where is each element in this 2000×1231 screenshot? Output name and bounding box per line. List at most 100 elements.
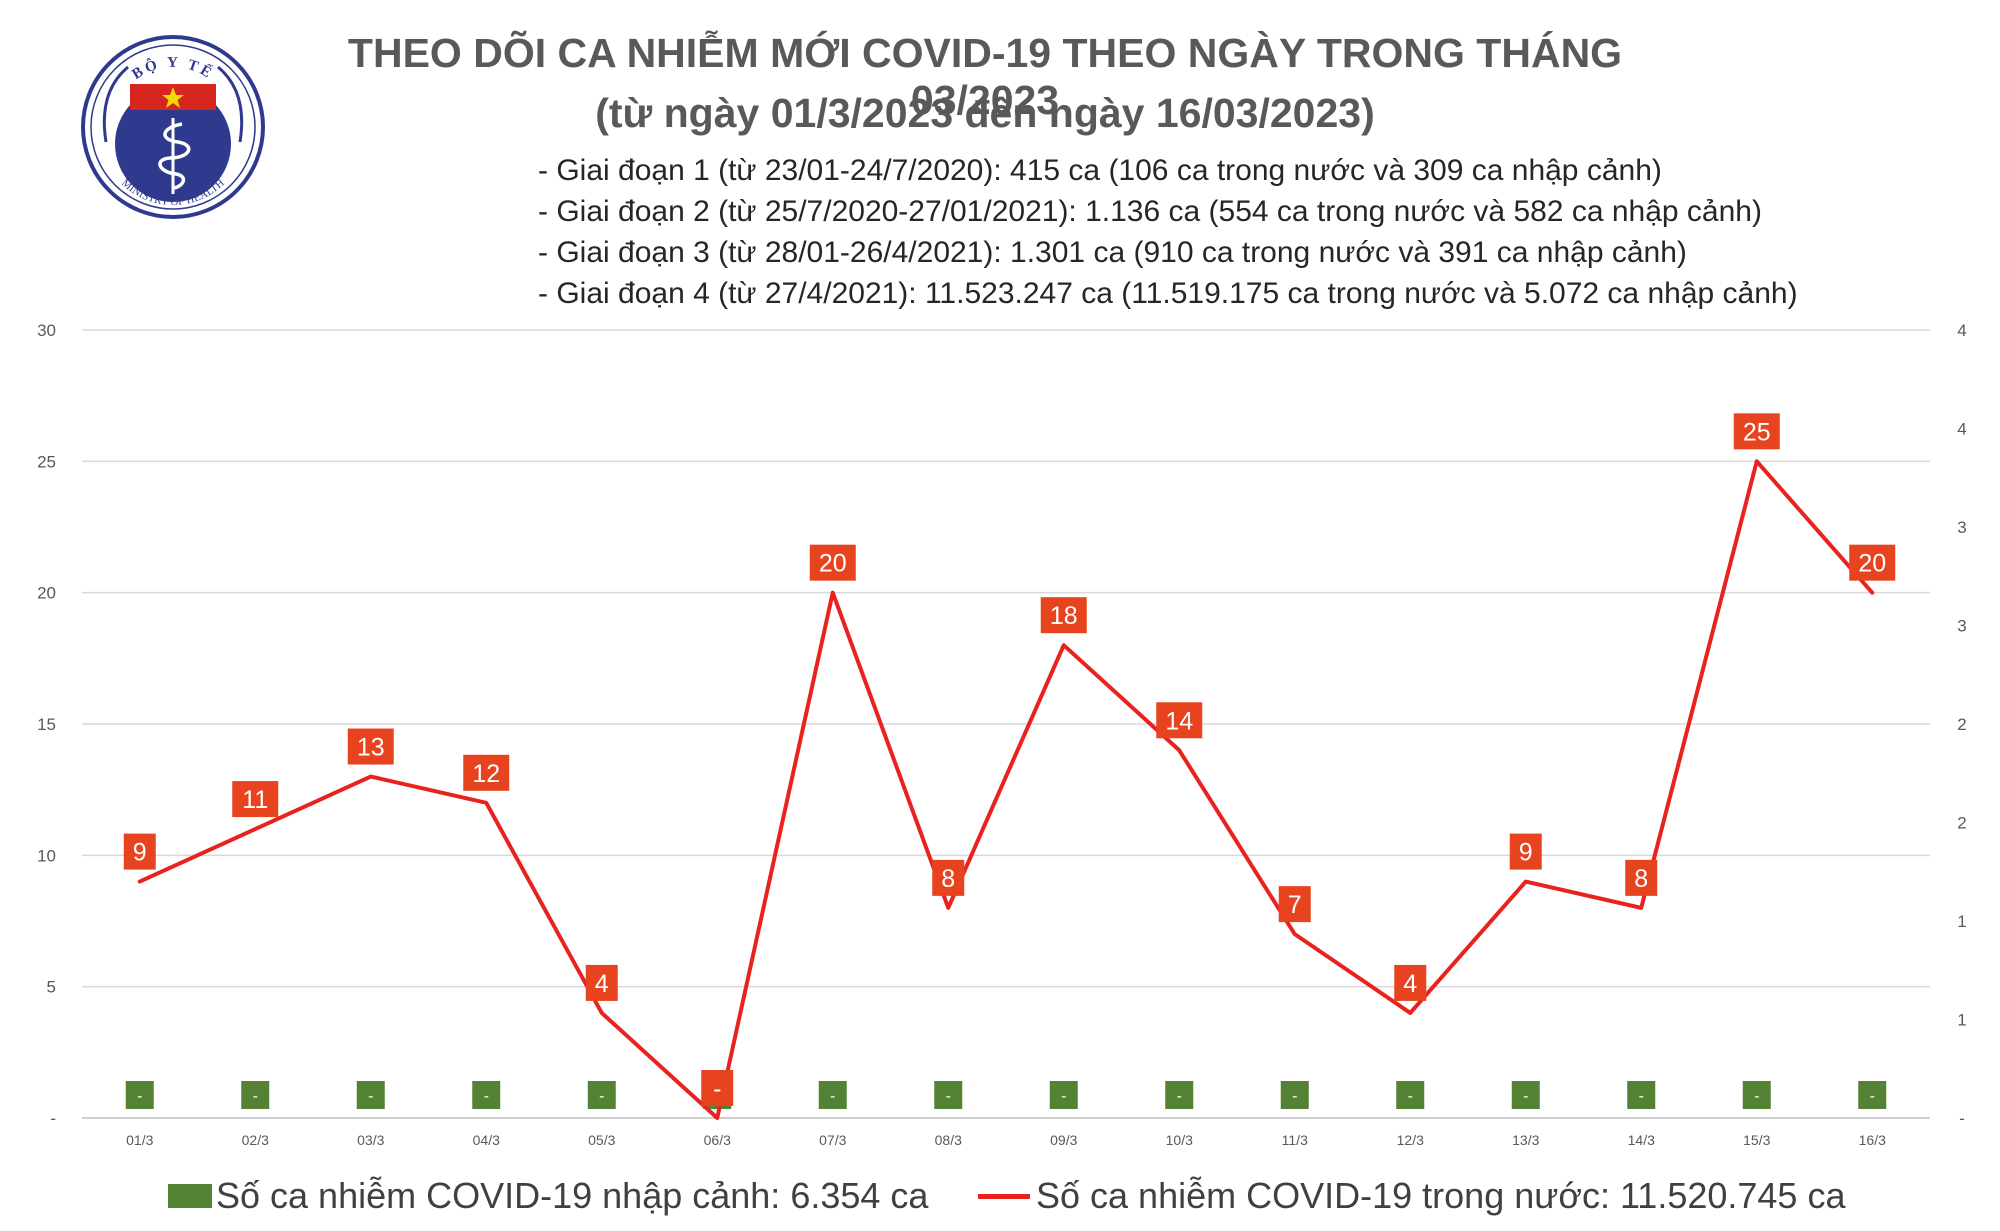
phase-summary-item: - Giai đoạn 2 (từ 25/7/2020-27/01/2021):… <box>538 195 1762 228</box>
x-tick-label: 05/3 <box>588 1132 615 1148</box>
phase-summary-item: - Giai đoạn 1 (từ 23/01-24/7/2020): 415 … <box>538 154 1662 187</box>
imported-marker <box>587 1081 616 1109</box>
legend-imported-swatch <box>168 1184 212 1208</box>
imported-data-label: - <box>484 1088 489 1105</box>
domestic-data-label: 8 <box>941 865 955 893</box>
imported-data-label: - <box>368 1088 373 1105</box>
domestic-data-label: 13 <box>357 734 385 762</box>
x-tick-label: 01/3 <box>126 1132 153 1148</box>
domestic-label-box <box>463 754 510 791</box>
domestic-data-label: 4 <box>1403 970 1417 998</box>
x-tick-label: 07/3 <box>819 1132 846 1148</box>
imported-data-label: - <box>137 1088 142 1105</box>
imported-data-label: - <box>1639 1088 1644 1105</box>
imported-data-label: - <box>1408 1088 1413 1105</box>
imported-data-label: - <box>946 1088 951 1105</box>
imported-marker <box>1511 1081 1540 1109</box>
x-tick-label: 10/3 <box>1166 1132 1193 1148</box>
imported-marker <box>356 1081 385 1109</box>
y-tick-label-right: 1 <box>1957 912 1966 931</box>
domestic-data-label: 9 <box>1519 839 1533 867</box>
domestic-label-box <box>1733 413 1780 450</box>
x-tick-label: 11/3 <box>1282 1132 1308 1148</box>
domestic-data-label: 25 <box>1743 418 1771 446</box>
logo-serpent-icon <box>158 122 191 190</box>
legend-domestic-label: Số ca nhiễm COVID-19 trong nước: 11.520.… <box>1036 1175 1846 1216</box>
x-tick-label: 12/3 <box>1397 1132 1424 1148</box>
chart-subtitle: (từ ngày 01/3/2023 đến ngày 16/03/2023) <box>595 90 1375 136</box>
y-tick-label-right: 3 <box>1957 518 1966 537</box>
y-tick-label-left: 30 <box>37 321 56 340</box>
y-tick-label-left: 15 <box>37 715 56 734</box>
y-tick-label-right: 2 <box>1957 715 1966 734</box>
domestic-label-box <box>809 544 856 581</box>
imported-data-label: - <box>1754 1088 1759 1105</box>
imported-marker <box>1396 1081 1425 1109</box>
x-tick-label: 02/3 <box>242 1132 269 1148</box>
domestic-label-box <box>232 781 279 818</box>
x-tick-label: 03/3 <box>357 1132 384 1148</box>
y-tick-label-right: 3 <box>1957 617 1966 636</box>
domestic-label-box <box>1625 859 1658 896</box>
logo-laurel-left <box>102 65 129 143</box>
imported-marker <box>472 1081 501 1109</box>
ministry-of-health-logo: BỘ Y TẾ MINISTRY OF HEALTH <box>81 35 265 219</box>
imported-data-label: - <box>1523 1088 1528 1105</box>
domestic-data-label: 14 <box>1165 707 1193 735</box>
domestic-data-label: 11 <box>242 786 268 814</box>
domestic-label-box <box>1394 964 1427 1001</box>
domestic-data-label: 20 <box>1858 550 1886 578</box>
domestic-label-box <box>1156 702 1203 739</box>
domestic-label-box <box>123 833 156 870</box>
phase-summary-item: - Giai đoạn 3 (từ 28/01-26/4/2021): 1.30… <box>538 236 1687 269</box>
legend-domestic-swatch <box>978 1193 1030 1199</box>
domestic-label-box <box>1278 886 1311 923</box>
y-tick-label-left: - <box>50 1109 56 1128</box>
domestic-data-label: 9 <box>133 839 147 867</box>
imported-data-label: - <box>1061 1088 1066 1105</box>
domestic-data-label: - <box>713 1075 721 1103</box>
imported-data-label: - <box>253 1088 258 1105</box>
y-tick-label-left: 5 <box>47 978 56 997</box>
legend-imported-label: Số ca nhiễm COVID-19 nhập cảnh: 6.354 ca <box>216 1175 929 1216</box>
logo-star-icon <box>162 87 184 108</box>
x-tick-label: 14/3 <box>1628 1132 1655 1148</box>
y-tick-label-left: 20 <box>37 584 56 603</box>
imported-marker <box>125 1081 154 1109</box>
y-tick-label-right: 4 <box>1957 420 1966 439</box>
domestic-data-label: 18 <box>1050 602 1078 630</box>
domestic-data-label: 20 <box>819 550 847 578</box>
domestic-label-box <box>701 1070 734 1106</box>
domestic-data-label: 4 <box>595 970 609 998</box>
x-tick-label: 04/3 <box>473 1132 500 1148</box>
imported-data-label: - <box>1292 1088 1297 1105</box>
domestic-label-box <box>585 964 618 1001</box>
phase-summary-list: - Giai đoạn 1 (từ 23/01-24/7/2020): 415 … <box>538 150 1798 314</box>
x-tick-label: 15/3 <box>1743 1132 1770 1148</box>
y-tick-label-left: 25 <box>37 452 56 471</box>
domestic-series-line <box>137 459 1875 1120</box>
imported-data-label: - <box>830 1088 835 1105</box>
y-tick-label-right: 1 <box>1957 1011 1966 1030</box>
phase-summary-item: - Giai đoạn 4 (từ 27/4/2021): 11.523.247… <box>538 277 1798 310</box>
y-tick-label-left: 10 <box>37 846 56 865</box>
domestic-label-box <box>1849 544 1896 581</box>
y-tick-label-right: 4 <box>1957 321 1966 340</box>
imported-marker <box>1858 1081 1887 1109</box>
x-tick-label: 09/3 <box>1050 1132 1077 1148</box>
imported-marker <box>1165 1081 1194 1109</box>
x-tick-label: 06/3 <box>704 1132 731 1148</box>
logo-laurel-right <box>217 65 244 143</box>
domestic-label-box <box>932 859 965 896</box>
y-tick-label-right: 2 <box>1957 814 1966 833</box>
chart-title: THEO DÕI CA NHIỄM MỚI COVID-19 THEO NGÀY… <box>347 30 1623 123</box>
y-tick-label-right: - <box>1959 1109 1965 1128</box>
imported-marker <box>241 1081 270 1109</box>
imported-marker <box>934 1081 963 1109</box>
imported-marker <box>818 1081 847 1109</box>
imported-data-label: - <box>599 1088 604 1105</box>
imported-marker <box>1627 1081 1656 1109</box>
domestic-data-label: 7 <box>1288 891 1302 919</box>
imported-marker <box>1742 1081 1771 1109</box>
